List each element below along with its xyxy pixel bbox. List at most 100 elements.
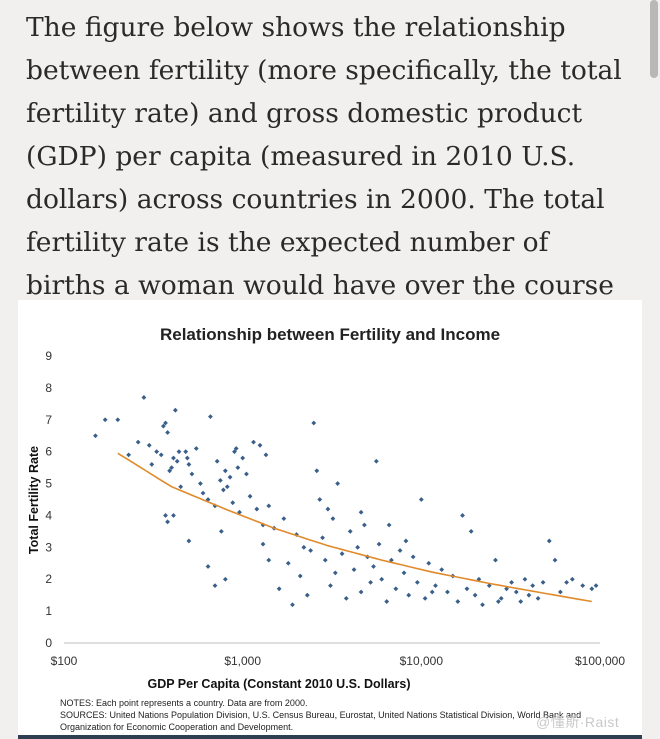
data-point — [311, 420, 317, 426]
data-point — [222, 468, 228, 474]
data-point — [429, 589, 435, 595]
data-point — [260, 522, 266, 528]
data-point — [445, 589, 450, 595]
data-point — [230, 500, 236, 506]
x-tick-label: $100 — [51, 654, 78, 668]
chart-title: Relationship between Fertility and Incom… — [160, 325, 500, 344]
data-point — [227, 474, 233, 480]
data-point — [386, 522, 392, 528]
data-point — [266, 557, 272, 563]
data-point — [379, 576, 385, 582]
data-point — [154, 449, 160, 455]
data-point — [263, 452, 269, 458]
data-point — [217, 477, 223, 483]
data-point — [149, 462, 155, 467]
data-point — [285, 560, 291, 566]
data-point — [384, 599, 390, 604]
fertility-income-chart: Relationship between Fertility and Incom… — [27, 325, 626, 732]
data-point — [358, 509, 364, 515]
y-tick-label: 4 — [45, 508, 52, 522]
data-point — [183, 449, 189, 455]
trend-line — [117, 452, 592, 603]
data-point — [115, 417, 121, 423]
data-point — [281, 516, 287, 522]
data-point — [167, 468, 173, 474]
y-tick-label: 1 — [45, 604, 52, 618]
data-point — [193, 446, 199, 451]
data-point — [294, 532, 299, 537]
data-point — [468, 528, 474, 534]
data-point — [403, 538, 409, 544]
data-point — [235, 465, 241, 471]
data-point — [433, 583, 438, 588]
data-point — [197, 481, 203, 486]
data-point — [244, 471, 249, 477]
data-point — [335, 481, 341, 486]
y-tick-label: 0 — [45, 636, 52, 650]
data-point — [169, 465, 174, 471]
y-tick-label: 9 — [45, 349, 52, 363]
data-point — [358, 589, 364, 595]
x-tick-label: $1,000 — [224, 654, 261, 668]
scatter-points — [93, 395, 599, 608]
data-point — [397, 548, 403, 553]
data-point — [535, 595, 541, 601]
data-point — [373, 458, 379, 464]
data-point — [480, 602, 485, 608]
data-point — [218, 528, 224, 534]
data-point — [426, 560, 432, 566]
data-point — [464, 586, 470, 592]
data-point — [509, 580, 514, 585]
data-point — [135, 439, 141, 445]
data-point — [297, 573, 303, 579]
data-point — [251, 439, 256, 445]
y-tick-label: 2 — [45, 572, 52, 586]
data-point — [330, 516, 336, 522]
data-point — [522, 576, 528, 582]
y-tick-label: 7 — [45, 413, 52, 427]
data-point — [339, 551, 345, 557]
data-point — [504, 586, 509, 592]
x-axis-title: GDP Per Capita (Constant 2010 U.S. Dolla… — [147, 677, 410, 691]
data-point — [200, 490, 206, 496]
data-point — [343, 595, 349, 601]
x-axis-ticks: $100 $1,000 $10,000 $100,000 — [51, 654, 626, 668]
data-point — [552, 557, 558, 563]
data-point — [410, 554, 416, 560]
data-point — [158, 452, 164, 458]
data-point — [355, 544, 361, 550]
data-point — [546, 538, 552, 544]
data-point — [513, 589, 519, 595]
data-point — [189, 471, 195, 477]
data-point — [304, 592, 310, 598]
data-point — [580, 583, 586, 588]
data-point — [220, 487, 226, 493]
data-point — [301, 544, 307, 550]
data-point — [376, 541, 382, 547]
data-point — [593, 583, 599, 588]
data-point — [186, 462, 192, 467]
data-point — [224, 484, 230, 490]
data-point — [414, 580, 420, 585]
data-point — [493, 557, 498, 563]
data-point — [276, 586, 282, 592]
chart-sources: SOURCES: United Nations Population Divis… — [60, 710, 581, 720]
scrollbar[interactable] — [650, 0, 658, 78]
data-point — [351, 567, 357, 573]
data-point — [171, 455, 176, 461]
data-point — [214, 458, 220, 464]
data-point — [254, 506, 260, 512]
data-point — [460, 513, 465, 518]
data-point — [526, 592, 532, 598]
data-point — [371, 564, 376, 569]
y-axis-ticks: 0 1 2 3 4 5 6 7 8 9 — [45, 349, 52, 650]
data-point — [212, 583, 218, 588]
data-point — [176, 449, 182, 455]
data-point — [401, 570, 407, 576]
data-point — [146, 442, 152, 448]
data-point — [314, 468, 320, 474]
data-point — [498, 595, 504, 601]
data-point — [260, 541, 266, 547]
data-point — [165, 519, 170, 525]
data-point — [184, 455, 190, 461]
